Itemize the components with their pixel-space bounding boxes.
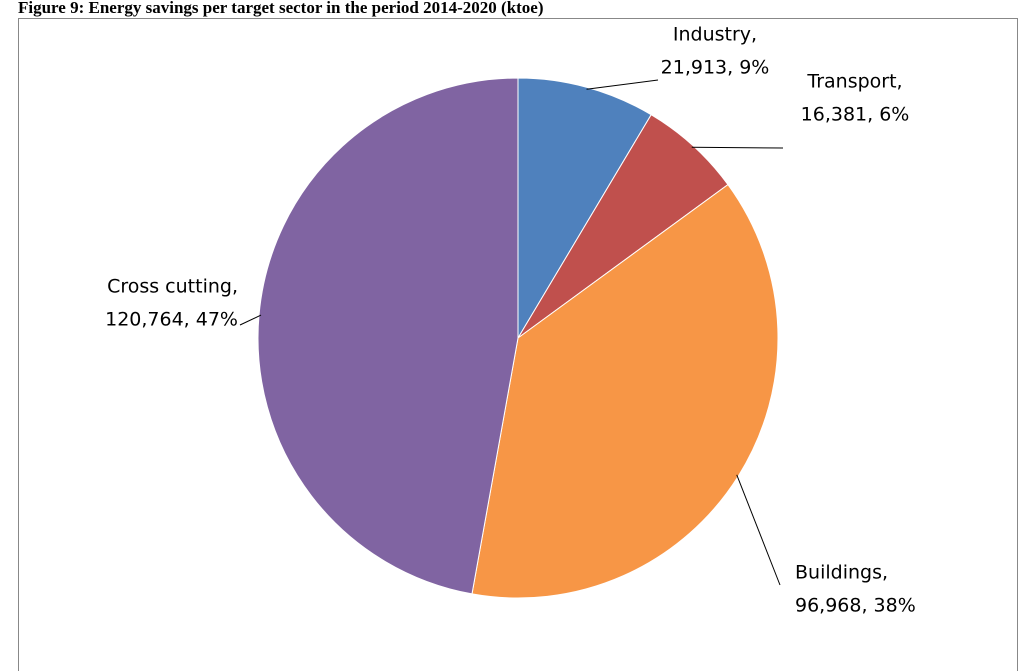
chart-title: Figure 9: Energy savings per target sect…: [18, 0, 544, 17]
leader-line: [736, 474, 781, 586]
slice-value-label: 120,764, 47%: [105, 309, 238, 331]
slice-value-label: 96,968, 38%: [795, 595, 916, 617]
leader-line: [586, 79, 659, 90]
leader-line: [691, 146, 784, 149]
slice-value-label: 16,381, 6%: [801, 104, 910, 126]
pie-slice: [471, 183, 779, 599]
pie-slice: [257, 77, 519, 595]
slice-label: Transport,: [806, 71, 902, 93]
slice-label: Buildings,: [795, 562, 888, 584]
pie-slice: [517, 77, 652, 340]
slice-value-label: 21,913, 9%: [661, 57, 770, 79]
slice-label: Industry,: [673, 24, 757, 46]
slice-label: Cross cutting,: [107, 276, 238, 298]
leader-line: [239, 314, 262, 326]
